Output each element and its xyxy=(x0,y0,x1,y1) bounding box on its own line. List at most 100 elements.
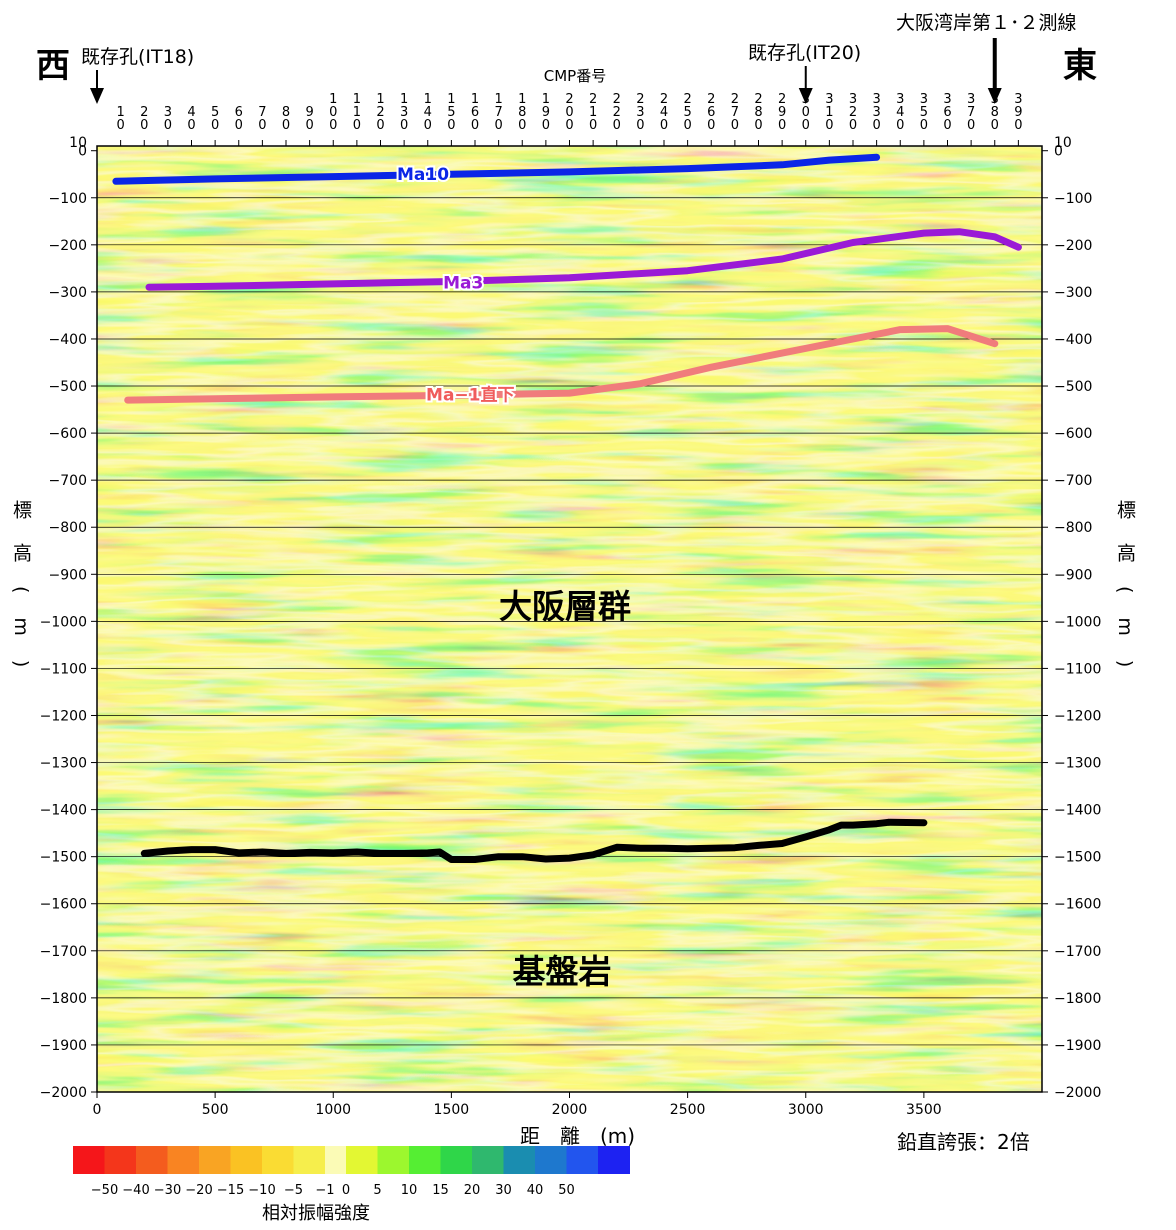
colorbar-tick-label: 15 xyxy=(432,1183,449,1198)
x-tick-label: 1500 xyxy=(434,1102,470,1118)
formation-label-lower: 基盤岩 xyxy=(513,952,612,991)
y-tick-label-right: −400 xyxy=(1054,332,1092,348)
seismic-texture xyxy=(97,146,1042,1092)
colorbar-tick-label: −5 xyxy=(284,1183,303,1198)
colorbar-swatch xyxy=(472,1146,504,1174)
y-tick-label-right: −1500 xyxy=(1054,850,1101,866)
horizon-label: Ma10 xyxy=(397,165,449,185)
y-tick-label-right: −1300 xyxy=(1054,756,1101,772)
y-axis-title-char-2: 高 xyxy=(10,543,32,586)
survey-line-label: 大阪湾岸第１･２測線 xyxy=(896,12,1077,34)
colorbar-tick-label: 40 xyxy=(527,1183,544,1198)
colorbar-swatch xyxy=(566,1146,599,1174)
y-tick-label: −100 xyxy=(49,191,87,207)
well-arrow-head xyxy=(90,88,104,104)
y-tick-label: 10 xyxy=(69,135,87,151)
y-tick-label: −1100 xyxy=(40,661,87,677)
vertical-exaggeration: 鉛直誇張：2倍 xyxy=(897,1130,1030,1154)
y-tick-label: −1900 xyxy=(40,1038,87,1054)
y-tick-label-right: −1800 xyxy=(1054,991,1101,1007)
colorbar-tick-label: −50 xyxy=(91,1183,118,1198)
y-tick-label: −1800 xyxy=(40,991,87,1007)
colorbar-swatch xyxy=(199,1146,231,1174)
y-axis-left: 0 −100 −200 −300 −400 −500 −600 −700 −800 −900 −10… xyxy=(40,135,97,1101)
colorbar-swatch xyxy=(167,1146,200,1174)
y-tick-label: −2000 xyxy=(40,1085,87,1101)
colorbar-tick-label: 20 xyxy=(464,1183,481,1198)
horizon-label: Ma3 xyxy=(443,273,483,293)
colorbar-swatch xyxy=(293,1146,326,1174)
formation-label-upper: 大阪層群 xyxy=(499,587,631,626)
cmp-title: CMP番号 xyxy=(544,67,606,85)
y-tick-label-right: −800 xyxy=(1054,520,1092,536)
well-label-it20: 既存孔(IT20) xyxy=(748,42,862,64)
y-tick-label: −1400 xyxy=(40,803,87,819)
y-tick-label-right: −1900 xyxy=(1054,1038,1101,1054)
colorbar-swatch xyxy=(136,1146,168,1174)
x-tick-label: 500 xyxy=(202,1102,229,1118)
colorbar-swatch xyxy=(73,1146,105,1174)
colorbar-swatch xyxy=(104,1146,137,1174)
east-label: 東 xyxy=(1063,46,1097,86)
y-axis-title-left: 標高(m) xyxy=(8,500,35,691)
x-tick-label: 2000 xyxy=(552,1102,588,1118)
west-label: 西 xyxy=(36,46,70,86)
colorbar-tick-label: −20 xyxy=(185,1183,212,1198)
grid-lines xyxy=(97,197,1042,1046)
colorbar-tick-label: −15 xyxy=(217,1183,244,1198)
colorbar-title: 相対振幅強度 xyxy=(262,1203,370,1224)
y-tick-label-right: −500 xyxy=(1054,379,1092,395)
y-tick-label-right: −1600 xyxy=(1054,897,1101,913)
y-tick-label: −1700 xyxy=(40,944,87,960)
x-tick-label: 3500 xyxy=(906,1102,942,1118)
x-axis: 0 500 1000 1500 2000 2500 3000 3500 xyxy=(93,1092,942,1118)
colorbar-swatch xyxy=(346,1146,378,1174)
colorbar-tick-label: 10 xyxy=(401,1183,418,1198)
colorbar-swatch xyxy=(535,1146,567,1174)
well-arrows xyxy=(90,38,1002,104)
y-tick-label-right: −900 xyxy=(1054,567,1092,583)
well-label-it18: 既存孔(IT18) xyxy=(81,46,195,68)
horizon-line xyxy=(145,228,1022,291)
y-tick-label: −200 xyxy=(49,238,87,254)
y-axis-title-right: 標高(m) xyxy=(1112,500,1139,691)
colorbar-swatch xyxy=(230,1146,263,1174)
horizon-line xyxy=(112,153,881,185)
colorbar-swatch xyxy=(409,1146,441,1174)
colorbar-tick-label: 0 xyxy=(342,1183,350,1198)
well-arrow-head xyxy=(798,88,813,104)
colorbar-tick-label: −1 xyxy=(315,1183,334,1198)
colorbar-tick-label: 5 xyxy=(373,1183,381,1198)
colorbar-swatch xyxy=(503,1146,536,1174)
y-tick-label-right: −2000 xyxy=(1054,1085,1101,1101)
y-tick-label: −900 xyxy=(49,567,87,583)
y-tick-label: −1200 xyxy=(40,708,87,724)
y-axis-right: 0 −100 −200 −300 −400 −500 −600 −700 −800 −900 −10… xyxy=(1042,135,1101,1101)
x-tick-label: 3000 xyxy=(788,1102,824,1118)
y-tick-label: −500 xyxy=(49,379,87,395)
well-arrow-head xyxy=(987,88,1002,104)
y-tick-label-right: −700 xyxy=(1054,473,1092,489)
